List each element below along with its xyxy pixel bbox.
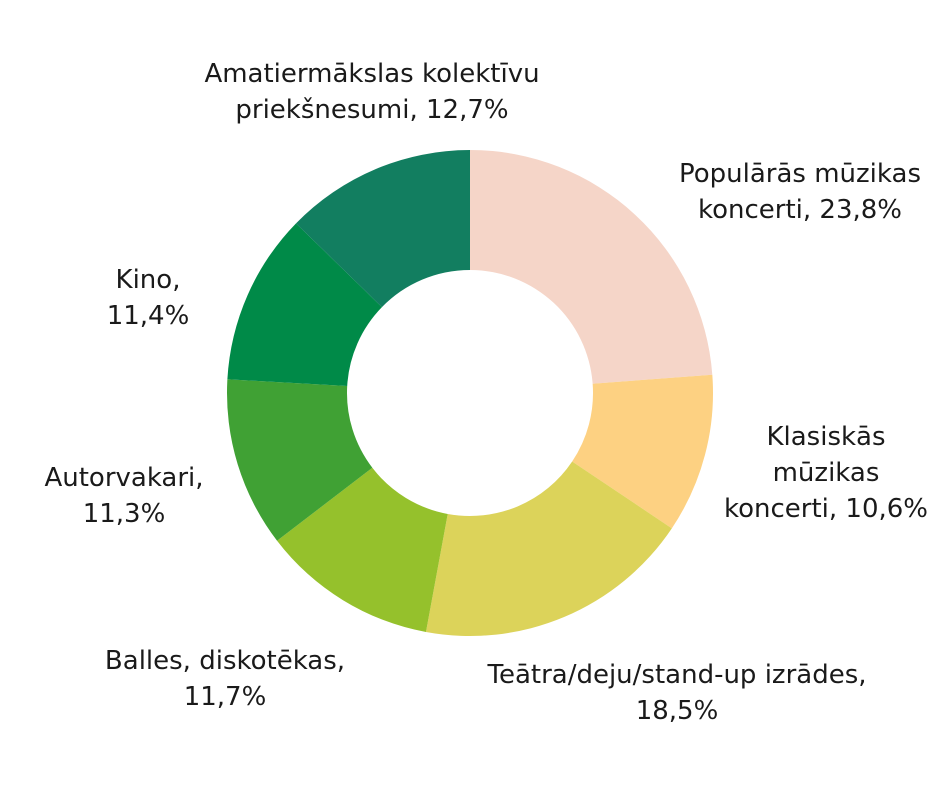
donut-slice-5 <box>227 379 373 541</box>
slice-labels: Populārās mūzikas koncerti, 23,8% Klasiskā… <box>44 59 928 726</box>
slice-label-line: koncerti, 10,6% <box>724 494 928 524</box>
slice-label-line: priekšnesumi, 12,7% <box>235 95 508 125</box>
slice-label-5: Autorvakari, 11,3% <box>44 463 203 529</box>
slice-label-3: Teātra/deju/stand-up izrādes, 18,5% <box>486 660 866 726</box>
slice-label-line: Amatiermākslas kolektīvu <box>204 59 539 89</box>
donut-slice-3 <box>425 461 672 636</box>
slice-label-line: Klasiskās <box>766 422 885 452</box>
slice-label-2: Klasiskās mūzikas koncerti, 10,6% <box>724 422 928 524</box>
slice-label-line: Kino, <box>116 265 181 295</box>
slice-label-line: 11,7% <box>184 682 267 712</box>
slice-label-line: 11,4% <box>107 301 190 331</box>
slice-label-line: Autorvakari, <box>44 463 203 493</box>
slice-label-line: Populārās mūzikas <box>679 159 921 189</box>
slice-label-7: Amatiermākslas kolektīvu priekšnesumi, 12… <box>204 59 539 125</box>
slice-label-6: Kino, 11,4% <box>107 265 190 331</box>
donut-slice-7 <box>296 150 470 308</box>
donut-slice-4 <box>277 467 448 632</box>
donut-slice-6 <box>227 223 382 387</box>
slice-label-line: 18,5% <box>636 696 719 726</box>
slice-label-line: koncerti, 23,8% <box>698 195 902 225</box>
slice-label-line: Teātra/deju/stand-up izrādes, <box>486 660 866 690</box>
donut-slices <box>227 150 713 636</box>
slice-label-line: Balles, diskotēkas, <box>105 646 345 676</box>
slice-label-line: mūzikas <box>773 458 880 488</box>
donut-slice-2 <box>572 374 713 529</box>
slice-label-4: Balles, diskotēkas, 11,7% <box>105 646 345 712</box>
donut-slice-1 <box>470 150 713 384</box>
slice-label-line: 11,3% <box>83 499 166 529</box>
slice-label-1: Populārās mūzikas koncerti, 23,8% <box>679 159 921 225</box>
